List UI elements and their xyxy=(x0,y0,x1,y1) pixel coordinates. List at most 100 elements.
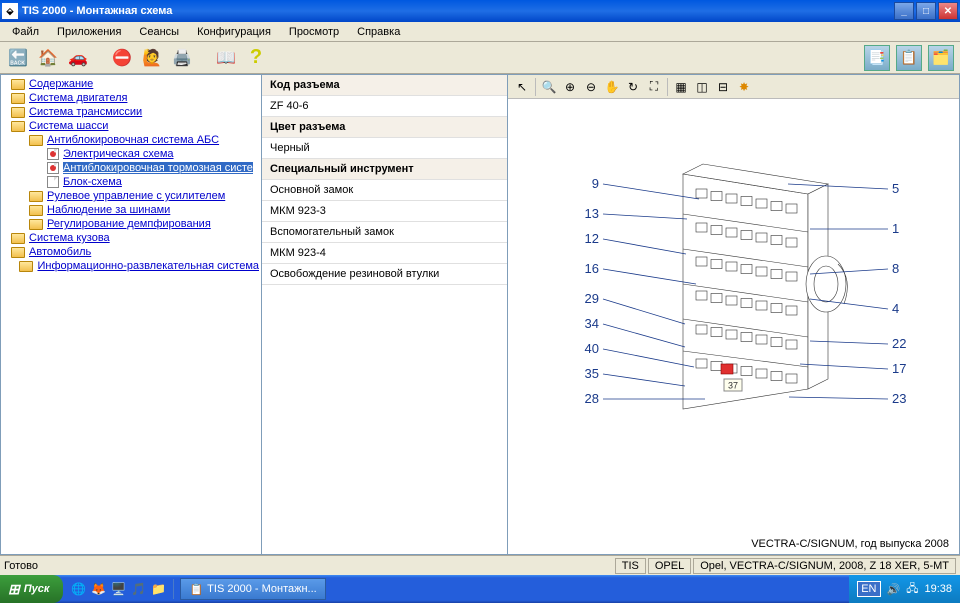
tree-item-label[interactable]: Антиблокировочная тормозная систе xyxy=(63,162,253,174)
title-bar: ⬙ TIS 2000 - Монтажная схема _ □ ✕ xyxy=(0,0,960,22)
tray-lang-icon[interactable]: EN xyxy=(857,581,880,597)
tree-item[interactable]: Регулирование демпфирования xyxy=(3,217,259,231)
tree-item[interactable]: Блок-схема xyxy=(3,175,259,189)
svg-text:8: 8 xyxy=(892,261,899,276)
tool3-icon[interactable]: 🗂️ xyxy=(928,45,954,71)
ql-explorer-icon[interactable]: 📁 xyxy=(149,580,167,598)
zoom-area-icon[interactable]: ⊕ xyxy=(560,77,580,97)
tool2-icon[interactable]: 📋 xyxy=(896,45,922,71)
tree-item-label[interactable]: Система кузова xyxy=(29,232,110,244)
svg-text:29: 29 xyxy=(585,291,599,306)
tree-item[interactable]: Система трансмиссии xyxy=(3,105,259,119)
help-icon[interactable]: ? xyxy=(244,46,268,70)
fit-icon[interactable]: ⛶ xyxy=(644,77,664,97)
start-button[interactable]: ⊞Пуск xyxy=(0,575,63,603)
menu-sessions[interactable]: Сеансы xyxy=(131,24,187,40)
svg-text:35: 35 xyxy=(585,366,599,381)
layout1-icon[interactable]: ◫ xyxy=(692,77,712,97)
tree-item-label[interactable]: Система двигателя xyxy=(29,92,127,104)
close-button[interactable]: ✕ xyxy=(938,2,958,20)
tray-net-icon[interactable]: 🖧 xyxy=(906,580,918,599)
system-tray[interactable]: EN 🔊 🖧 19:38 xyxy=(849,575,960,603)
schematic-icon xyxy=(47,148,59,160)
folder-icon xyxy=(11,121,25,132)
menu-help[interactable]: Справка xyxy=(349,24,408,40)
svg-text:16: 16 xyxy=(585,261,599,276)
tree-item[interactable]: Рулевое управление с усилителем xyxy=(3,189,259,203)
tree-item-label[interactable]: Информационно-развлекательная система xyxy=(37,260,259,272)
tree-item[interactable]: Содержание xyxy=(3,77,259,91)
folder-icon xyxy=(11,107,25,118)
pan-icon[interactable]: ✋ xyxy=(602,77,622,97)
folder-icon xyxy=(29,191,43,202)
tree-item[interactable]: Антиблокировочная тормозная систе xyxy=(3,161,259,175)
tree-item-label[interactable]: Содержание xyxy=(29,78,93,90)
tree-panel[interactable]: Содержание Система двигателя Система транс… xyxy=(0,74,262,555)
zoom-in-icon[interactable]: 🔍 xyxy=(539,77,559,97)
ql-media-icon[interactable]: 🎵 xyxy=(129,580,147,598)
layout2-icon[interactable]: ⊟ xyxy=(713,77,733,97)
vehicle-icon[interactable]: 🚗 xyxy=(66,46,90,70)
menu-apps[interactable]: Приложения xyxy=(49,24,129,40)
person-icon[interactable]: 🙋 xyxy=(140,46,164,70)
back-icon[interactable]: 🔙 xyxy=(6,46,30,70)
ql-ff-icon[interactable]: 🦊 xyxy=(89,580,107,598)
tree-item-label[interactable]: Антиблокировочная система АБС xyxy=(47,134,219,146)
rotate-icon[interactable]: ↻ xyxy=(623,77,643,97)
folder-icon xyxy=(29,135,43,146)
info-value: Вспомогательный замок xyxy=(262,222,507,243)
tree-item-label[interactable]: Наблюдение за шинами xyxy=(47,204,170,216)
tree-item-label[interactable]: Система трансмиссии xyxy=(29,106,142,118)
home-icon[interactable]: 🏠 xyxy=(36,46,60,70)
tree-item[interactable]: Автомобиль xyxy=(3,245,259,259)
tool1-icon[interactable]: 📑 xyxy=(864,45,890,71)
menu-file[interactable]: Файл xyxy=(4,24,47,40)
tree-item-label[interactable]: Электрическая схема xyxy=(63,148,174,160)
print-icon[interactable]: 🖨️ xyxy=(170,46,194,70)
tree-item[interactable]: Информационно-развлекательная система xyxy=(3,259,259,273)
tree-item[interactable]: Система шасси xyxy=(3,119,259,133)
info-panel: Код разъемаZF 40-6Цвет разъемаЧерныйСпец… xyxy=(262,74,508,555)
tree-item[interactable]: Система кузова xyxy=(3,231,259,245)
task-tis[interactable]: 📋TIS 2000 - Монтажн... xyxy=(180,578,325,600)
folder-icon xyxy=(11,93,25,104)
ql-ie-icon[interactable]: 🌐 xyxy=(69,580,87,598)
svg-text:28: 28 xyxy=(585,391,599,406)
window-title: TIS 2000 - Монтажная схема xyxy=(22,5,894,17)
svg-text:13: 13 xyxy=(585,206,599,221)
highlight-icon[interactable]: ✸ xyxy=(734,77,754,97)
zoom-out-icon[interactable]: ⊖ xyxy=(581,77,601,97)
diagram-view[interactable]: 91312162934403528518422172337 xyxy=(508,99,959,534)
info-value: МКМ 923-4 xyxy=(262,243,507,264)
grid-icon[interactable]: ▦ xyxy=(671,77,691,97)
tray-clock[interactable]: 19:38 xyxy=(924,583,952,595)
menu-config[interactable]: Конфигурация xyxy=(189,24,279,40)
tray-vol-icon[interactable]: 🔊 xyxy=(887,583,901,596)
pointer-icon[interactable]: ↖ xyxy=(512,77,532,97)
minimize-button[interactable]: _ xyxy=(894,2,914,20)
maximize-button[interactable]: □ xyxy=(916,2,936,20)
tree-item-label[interactable]: Рулевое управление с усилителем xyxy=(47,190,225,202)
status-bar: Готово TIS OPEL Opel, VECTRA-C/SIGNUM, 2… xyxy=(0,555,960,575)
menu-view[interactable]: Просмотр xyxy=(281,24,347,40)
diagram-footer: VECTRA-C/SIGNUM, год выпуска 2008 xyxy=(508,534,959,554)
folder-icon xyxy=(29,219,43,230)
book-icon[interactable]: 📖 xyxy=(214,46,238,70)
tree-item-label[interactable]: Автомобиль xyxy=(29,246,91,258)
info-value: Черный xyxy=(262,138,507,159)
tree-item-label[interactable]: Система шасси xyxy=(29,120,108,132)
tree-item-label[interactable]: Блок-схема xyxy=(63,176,122,188)
ql-desktop-icon[interactable]: 🖥️ xyxy=(109,580,127,598)
info-value: ZF 40-6 xyxy=(262,96,507,117)
toolbar: 🔙 🏠 🚗 ⛔ 🙋 🖨️ 📖 ? 📑 📋 🗂️ xyxy=(0,42,960,74)
folder-icon xyxy=(11,247,25,258)
schematic-icon xyxy=(47,162,59,174)
tree-item[interactable]: Наблюдение за шинами xyxy=(3,203,259,217)
tree-item[interactable]: Антиблокировочная система АБС xyxy=(3,133,259,147)
tree-item[interactable]: Электрическая схема xyxy=(3,147,259,161)
stop-icon[interactable]: ⛔ xyxy=(110,46,134,70)
svg-text:12: 12 xyxy=(585,231,599,246)
tree-item[interactable]: Система двигателя xyxy=(3,91,259,105)
tree-item-label[interactable]: Регулирование демпфирования xyxy=(47,218,211,230)
content-area: Содержание Система двигателя Система транс… xyxy=(0,74,960,555)
